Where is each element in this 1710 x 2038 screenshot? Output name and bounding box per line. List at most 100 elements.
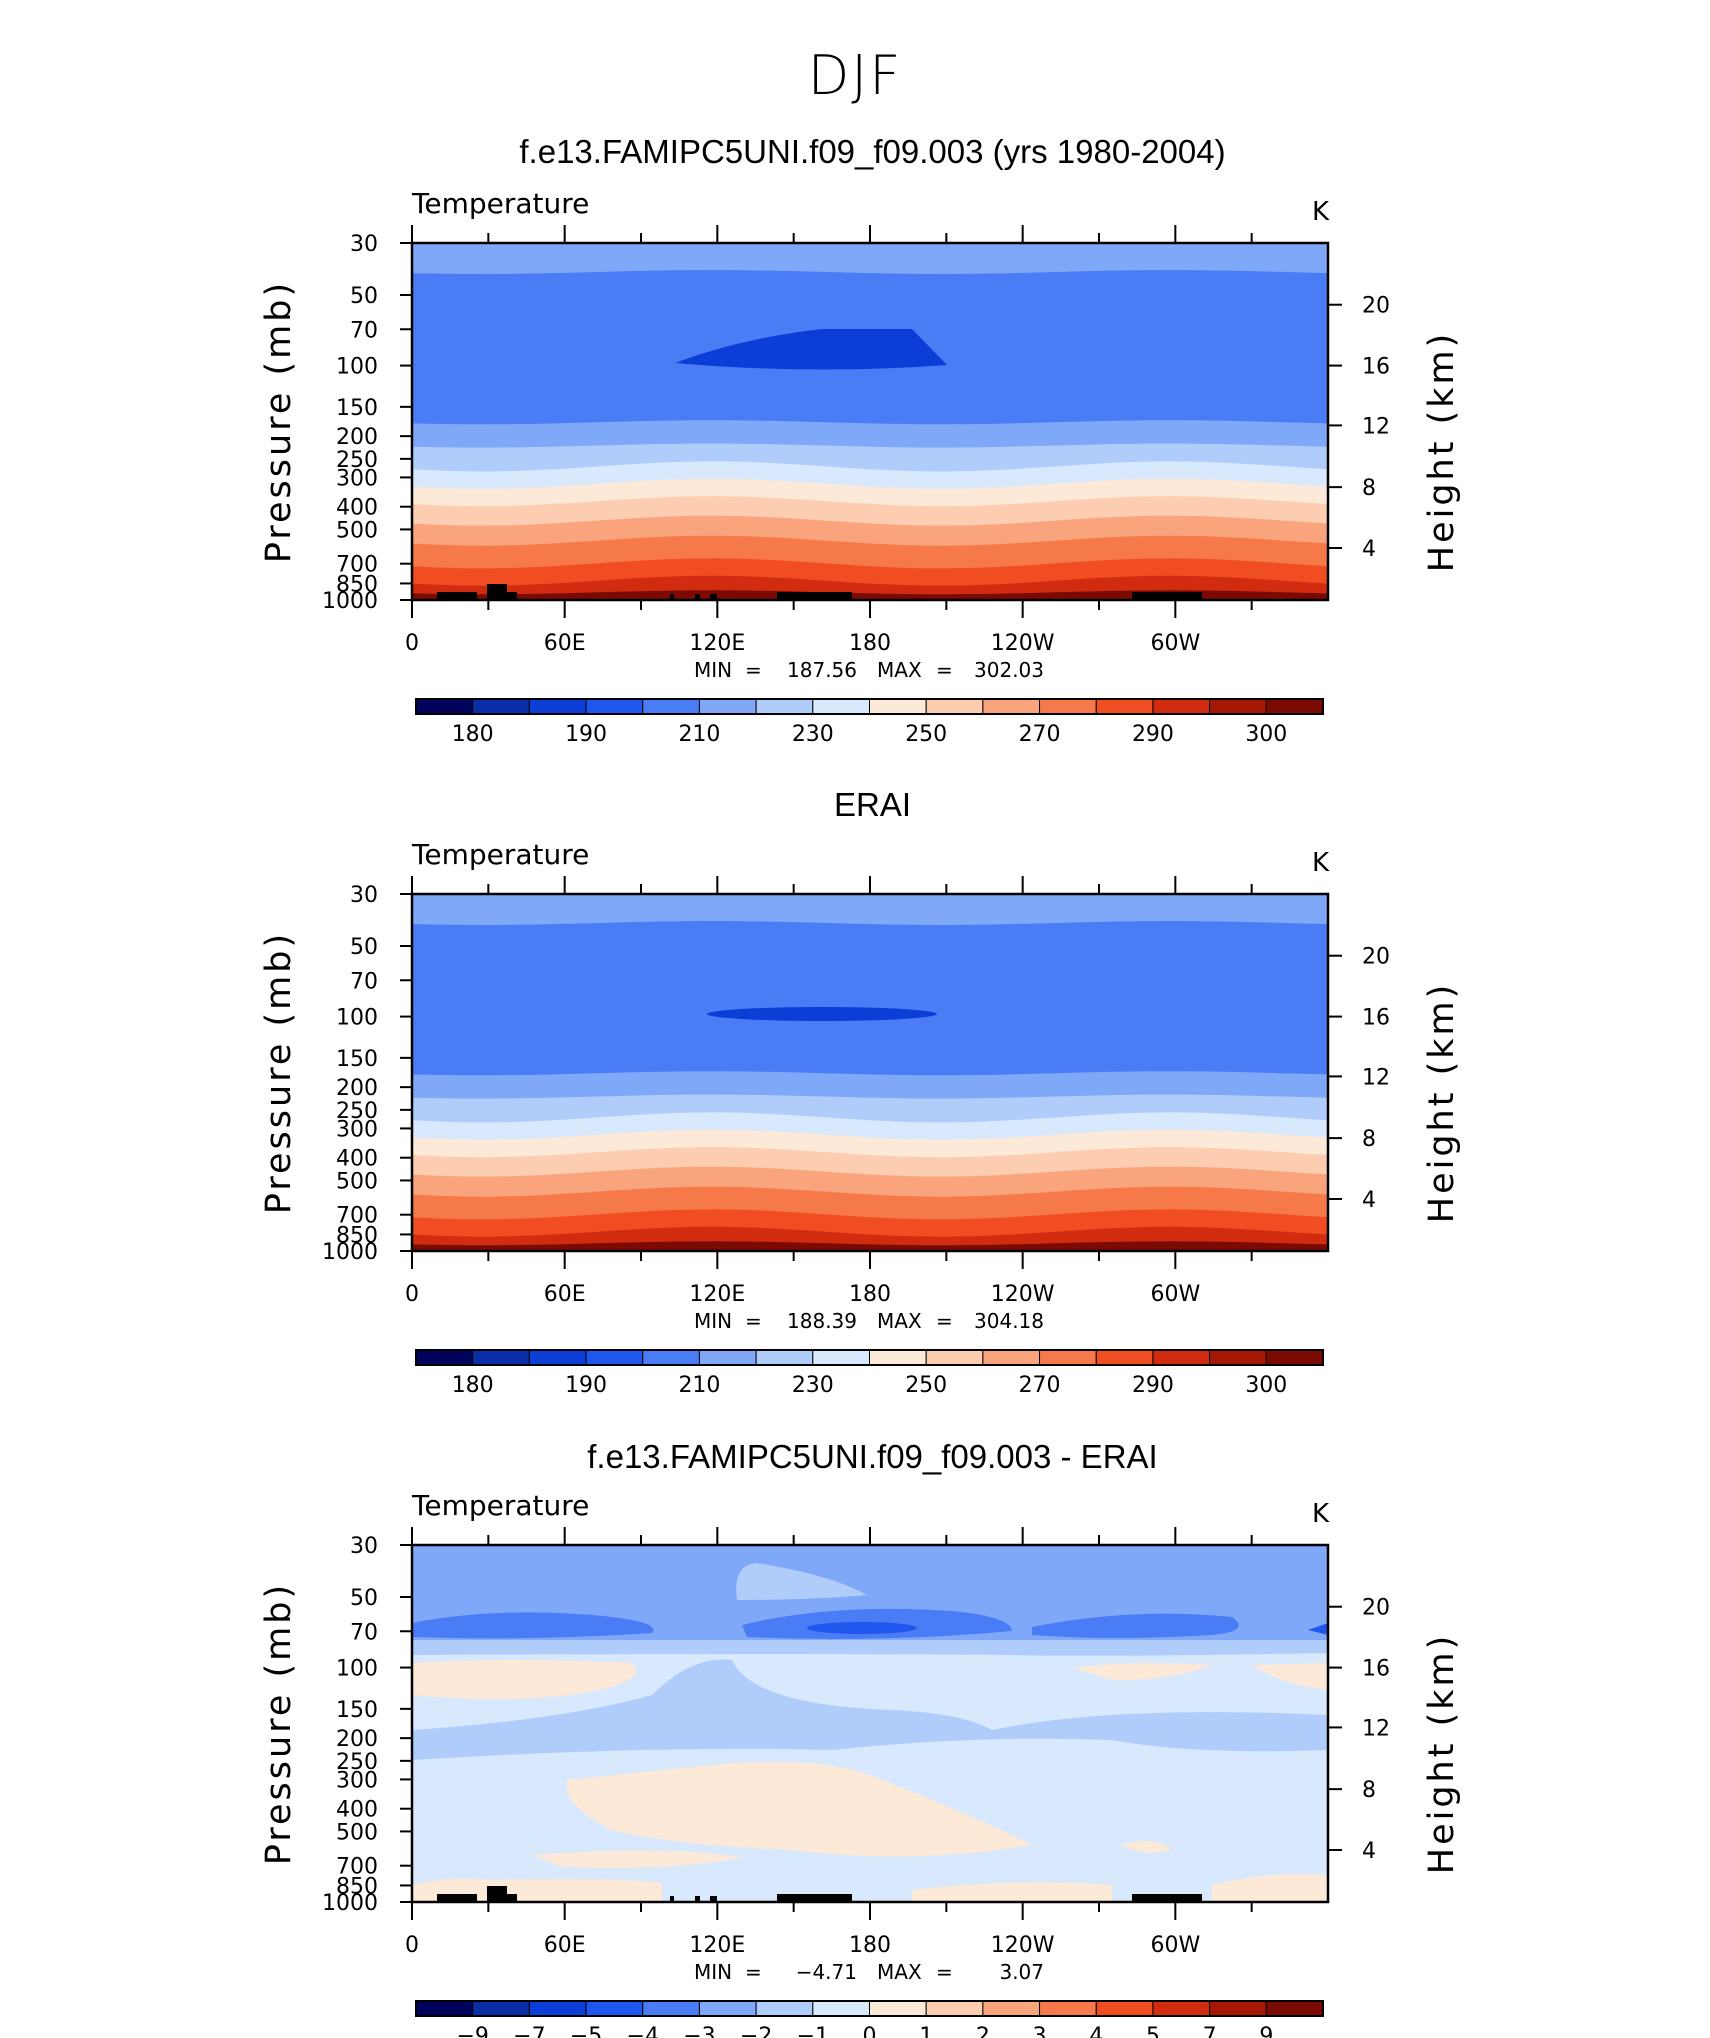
panel-3-ytick-label-11: 850 [336,1874,378,1899]
panel-2-colorbar-box-2 [528,1349,587,1366]
panel-3-colorbar-label-2: −5 [570,2024,602,2038]
panel-1-colorbar-box-1 [472,698,530,715]
panel-1-topography-7 [1132,592,1202,600]
panel-3-colorbar-label-4: −3 [683,2024,715,2038]
figure-title: DJF [807,44,903,107]
panel-2-min-eq: = [745,1309,762,1333]
panel-3-colorbar-label-0: −9 [456,2024,488,2038]
panel-1-cold-core [675,329,947,370]
panel-2-left-label: Temperature [411,838,589,871]
panel-3-colorbar-label-12: 5 [1146,2024,1160,2038]
panel-2-colorbar-label-4: 250 [905,1373,947,1398]
panel-1-y2tick-label-4: 4 [1362,537,1376,562]
panel-1-colorbar-box-8 [869,698,927,715]
panel-1-colorbar-box-7 [812,698,870,715]
panel-3-ytick-label-2: 70 [350,1620,378,1645]
panel-2-ytick-label-9: 500 [336,1169,378,1194]
panel-2-band-1 [412,920,1328,971]
panel-2-ytick-label-11: 850 [336,1223,378,1248]
panel-3-xtick-label-5: 60W [1150,1933,1200,1958]
panel-3-colorbar-label-1: −7 [513,2024,545,2038]
panel-1-xtick-label-1: 60E [544,631,586,656]
panel-2-band-2 [412,965,1328,1050]
panel-3-topography-4 [695,1896,700,1902]
panel-1-ytick-label-6: 250 [336,448,378,473]
panel-1-colorbar-box-5 [698,698,757,715]
panel-1-y2tick-label-1: 16 [1362,355,1390,380]
panel-3-y2tick-label-2: 12 [1362,1716,1390,1741]
panel-2-colorbar-label-0: 180 [452,1373,494,1398]
panel-2-y2tick-label-2: 12 [1362,1065,1390,1090]
panel-2-ylabel: Pressure (mb) [259,931,299,1214]
panel-3-colorbar-label-11: 4 [1089,2024,1103,2038]
panel-3-ytick-label-1: 50 [350,1586,378,1611]
panel-2-ytick-label-7: 300 [336,1117,378,1142]
panel-3-right-label: K [1312,1499,1330,1529]
panel-3-colorbar-box-1 [472,2000,530,2017]
panel-1-colorbar-frame [415,698,1324,715]
panel-1-topography-0 [437,592,477,600]
panel-1-band-3 [412,389,1328,425]
panel-1-colorbar-box-4 [642,698,700,715]
panel-3-xtick-label-4: 120W [991,1933,1055,1958]
panel-2-colorbar-box-4 [642,1349,700,1366]
panel-2-max-eq: = [936,1309,953,1333]
panel-2-y2tick-label-0: 20 [1362,945,1390,970]
panel-3-colorbar-box-11 [1039,2000,1097,2017]
panel-3-title: f.e13.FAMIPC5UNI.f09_f09.003 - ERAI [587,1438,1158,1475]
panel-3-colorbar-label-3: −4 [627,2024,659,2038]
panel-3-colorbar-box-6 [755,2000,814,2017]
panel-2-max-value: 304.18 [974,1309,1044,1333]
panel-1-xtick-label-5: 60W [1150,631,1200,656]
panel-2-xtick-label-2: 120E [689,1282,745,1307]
panel-1-min-value: 187.56 [787,658,857,682]
panel-2-ytick-label-3: 100 [336,1006,378,1031]
panel-2-colorbar-box-8 [869,1349,927,1366]
panel-3-pos-3 [1252,1663,1328,1690]
panel-1-max-value: 302.03 [974,658,1044,682]
panel-3-colorbar-frame [415,2000,1324,2017]
panel-1-colorbar-box-15 [1265,698,1324,715]
panel-2-min-value: 188.39 [787,1309,857,1333]
panel-3-strip-1 [412,1612,654,1639]
panel-3-ytick-label-6: 250 [336,1750,378,1775]
panel-1-xtick-label-2: 120E [689,631,745,656]
panel-1-ytick-label-2: 70 [350,318,378,343]
panel-2-field [412,894,1328,1251]
panel-2-ytick-label-8: 400 [336,1147,378,1172]
panel-1-xtick-label-4: 120W [991,631,1055,656]
panel-2-colorbar-box-12 [1095,1349,1154,1366]
panel-1-ytick-label-11: 850 [336,572,378,597]
panel-3-colorbar-label-5: −2 [740,2024,772,2038]
panel-2-xtick-label-3: 180 [849,1282,891,1307]
panel-1-xtick-label-0: 0 [405,631,419,656]
panel-3-field [412,1545,1328,1902]
panel-3-mid-negative [412,1659,1328,1760]
panel-2-max-label: MAX [877,1309,922,1333]
panel-3-colorbar-label-8: 1 [919,2024,933,2038]
panel-2-colorbar-box-3 [585,1349,644,1366]
panel-3-pos-8 [912,1882,1112,1902]
panel-2-xtick-label-5: 60W [1150,1282,1200,1307]
panel-1-topography-3 [670,594,674,600]
panel-3-pos-4 [566,1761,1032,1857]
panel-1-colorbar-label-3: 230 [792,722,834,747]
panel-1-colorbar-box-10 [982,698,1041,715]
panel-3-colorbar-box-15 [1265,2000,1324,2017]
panel-3-ytick-label-9: 500 [336,1820,378,1845]
panel-3-ytick-label-4: 150 [336,1698,378,1723]
panel-3-colorbar-box-14 [1209,2000,1267,2017]
panel-3-colorbar-label-13: 7 [1203,2024,1217,2038]
panel-1-colorbar-label-7: 300 [1245,722,1287,747]
panel-3-xtick-label-1: 60E [544,1933,586,1958]
panel-2-colorbar-box-14 [1209,1349,1267,1366]
panel-1-y2tick-label-0: 20 [1362,294,1390,319]
panel-3-strip-3 [1032,1613,1239,1638]
panel-2-colorbar-box-1 [472,1349,530,1366]
panel-3-y2tick-label-3: 8 [1362,1778,1376,1803]
panel-1-ytick-label-8: 400 [336,496,378,521]
panel-1-ytick-label-0: 30 [350,232,378,257]
panel-3-min-value: −4.71 [796,1960,857,1984]
panel-2-band-0 [412,894,1328,926]
panel-1-colorbar-box-2 [528,698,587,715]
